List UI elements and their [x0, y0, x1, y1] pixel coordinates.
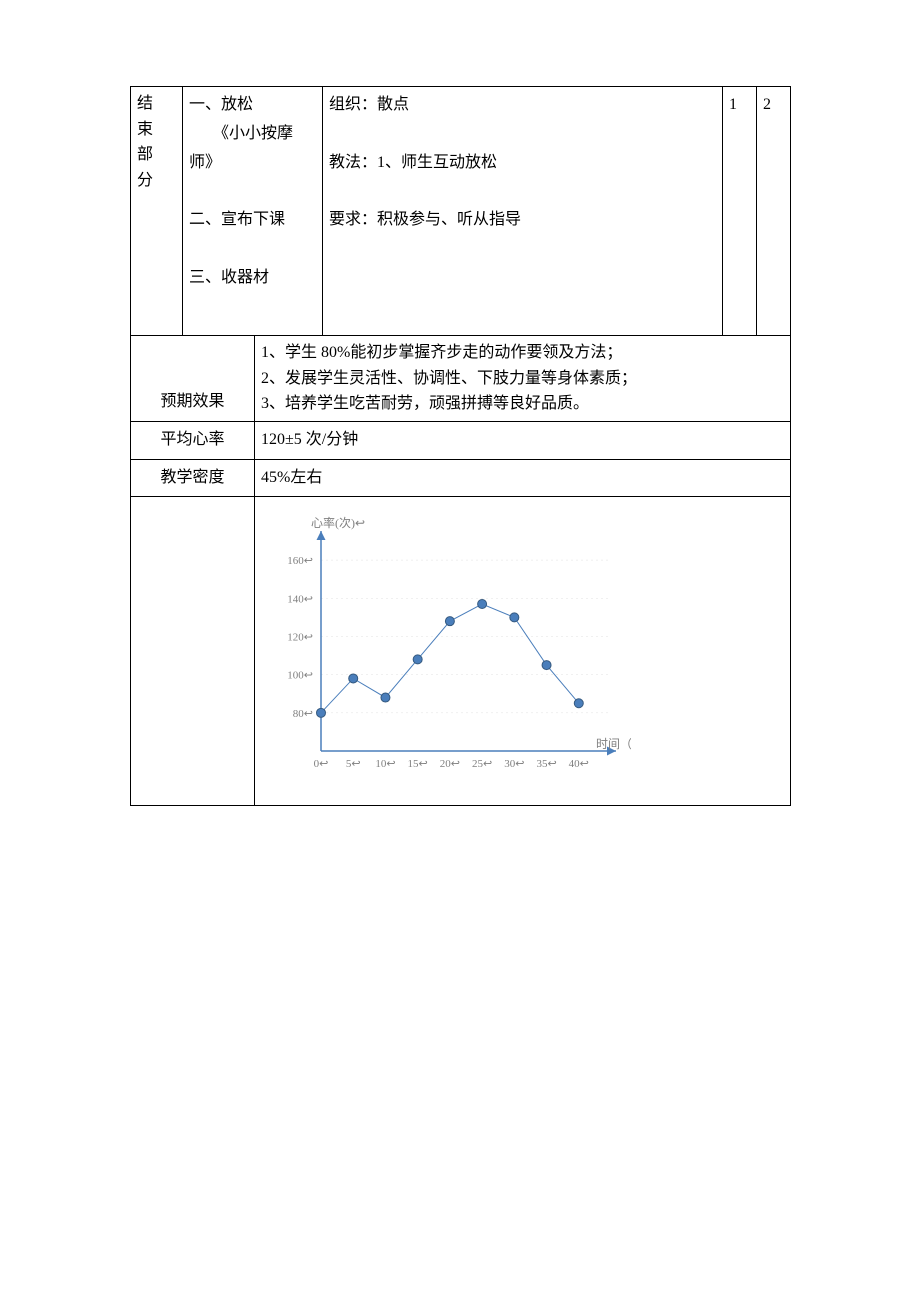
- count-cell-2: 2: [757, 87, 791, 336]
- table-row: 平均心率 120±5 次/分钟: [131, 421, 791, 459]
- svg-text:25↩: 25↩: [472, 758, 492, 770]
- svg-text:40↩: 40↩: [569, 758, 589, 770]
- chart-cell: 80↩ 100↩ 120↩ 140↩ 160↩ 0↩ 5↩ 10↩ 15↩ 20↩ 25↩ 30↩ 35…: [255, 497, 791, 806]
- svg-text:20↩: 20↩: [440, 758, 460, 770]
- page: 结 束 部 分 一、放松 《小小按摩师》二、宣布下课三、收器材 组织：散点教法：…: [0, 0, 920, 1302]
- expected-label: 预期效果: [131, 336, 255, 422]
- svg-text:35↩: 35↩: [536, 758, 556, 770]
- method-cell: 组织：散点教法：1、师生互动放松要求：积极参与、听从指导: [323, 87, 723, 336]
- table-row: 预期效果 1、学生 80%能初步掌握齐步走的动作要领及方法；2、发展学生灵活性、…: [131, 336, 791, 422]
- table-row: 教学密度 45%左右: [131, 459, 791, 497]
- count-cell-1: 1: [723, 87, 757, 336]
- svg-text:15↩: 15↩: [408, 758, 428, 770]
- section-char: 部: [137, 142, 176, 168]
- svg-text:时间（m）↩: 时间（m）↩: [596, 737, 631, 751]
- density-label: 教学密度: [131, 459, 255, 497]
- table-row: 结 束 部 分 一、放松 《小小按摩师》二、宣布下课三、收器材 组织：散点教法：…: [131, 87, 791, 336]
- svg-text:80↩: 80↩: [293, 708, 313, 720]
- svg-text:120↩: 120↩: [287, 632, 313, 644]
- section-char: 束: [137, 117, 176, 143]
- table-row: 80↩ 100↩ 120↩ 140↩ 160↩ 0↩ 5↩ 10↩ 15↩ 20↩ 25↩ 30↩ 35…: [131, 497, 791, 806]
- chart-svg: 80↩ 100↩ 120↩ 140↩ 160↩ 0↩ 5↩ 10↩ 15↩ 20↩ 25↩ 30↩ 35…: [271, 511, 631, 791]
- density-value: 45%左右: [255, 459, 791, 497]
- lesson-table: 结 束 部 分 一、放松 《小小按摩师》二、宣布下课三、收器材 组织：散点教法：…: [130, 86, 791, 806]
- svg-text:0↩: 0↩: [314, 758, 329, 770]
- section-char: 结: [137, 91, 176, 117]
- chart-label-cell: [131, 497, 255, 806]
- expected-content: 1、学生 80%能初步掌握齐步走的动作要领及方法；2、发展学生灵活性、协调性、下…: [255, 336, 791, 422]
- avg-hr-label: 平均心率: [131, 421, 255, 459]
- svg-text:心率(次)↩: 心率(次)↩: [311, 515, 365, 530]
- svg-text:5↩: 5↩: [346, 758, 361, 770]
- section-label-cell: 结 束 部 分: [131, 87, 183, 336]
- section-char: 分: [137, 168, 176, 194]
- avg-hr-value: 120±5 次/分钟: [255, 421, 791, 459]
- svg-text:140↩: 140↩: [287, 594, 313, 606]
- svg-text:160↩: 160↩: [287, 555, 313, 567]
- svg-text:10↩: 10↩: [375, 758, 395, 770]
- svg-text:30↩: 30↩: [504, 758, 524, 770]
- heart-rate-chart: 80↩ 100↩ 120↩ 140↩ 160↩ 0↩ 5↩ 10↩ 15↩ 20↩ 25↩ 30↩ 35…: [261, 501, 784, 801]
- activities-cell: 一、放松 《小小按摩师》二、宣布下课三、收器材: [183, 87, 323, 336]
- svg-text:100↩: 100↩: [287, 670, 313, 682]
